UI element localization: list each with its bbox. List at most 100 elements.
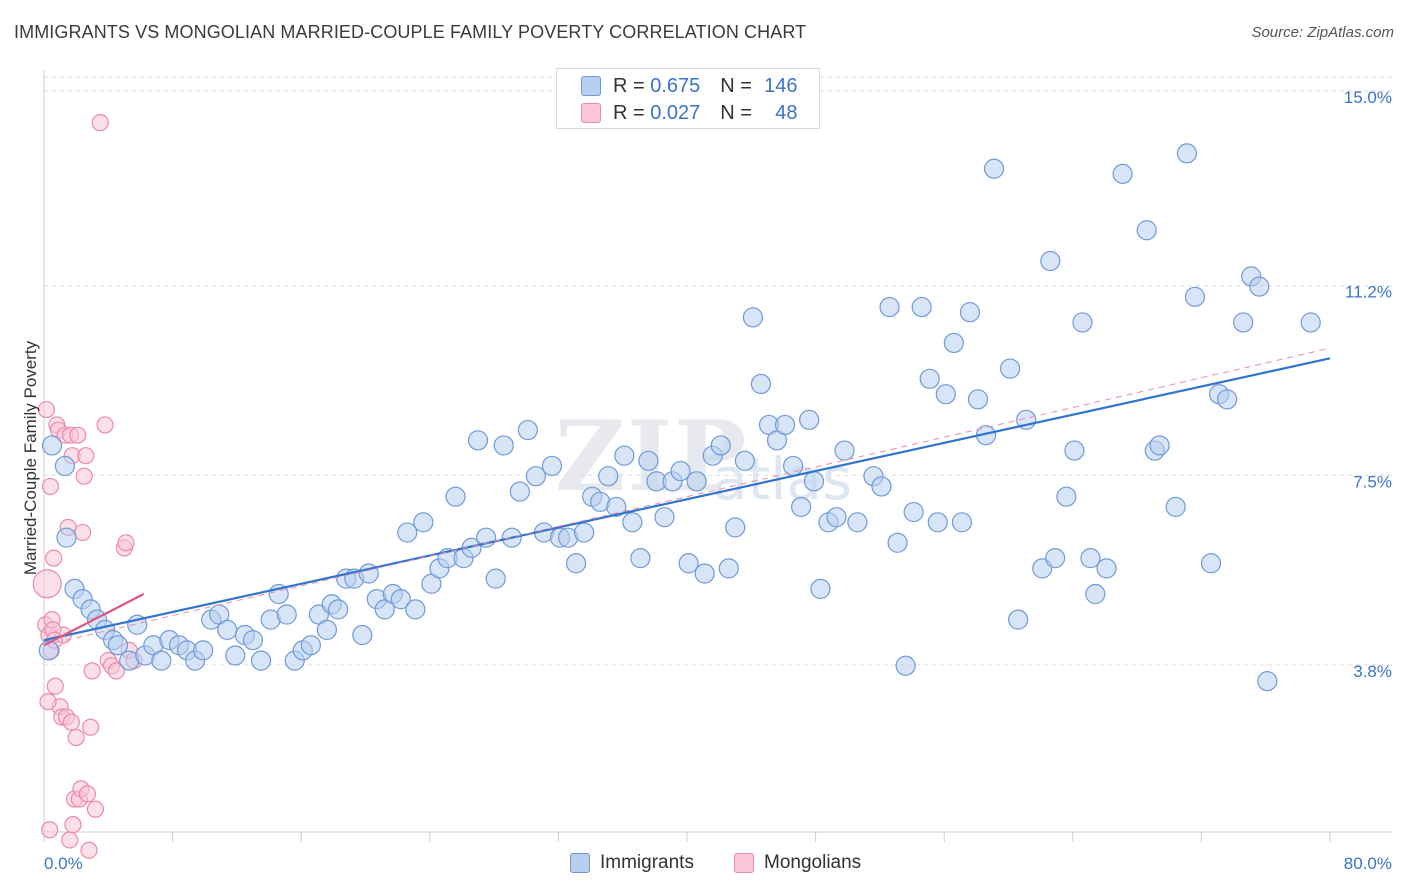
source-credit: Source: ZipAtlas.com (1251, 24, 1394, 41)
immigrants-point (983, 158, 1005, 179)
immigrants-point (810, 578, 831, 600)
mongolians-swatch (581, 103, 601, 123)
mongolians-point (32, 569, 62, 599)
immigrants-swatch (581, 76, 601, 96)
n-label: N = (720, 101, 752, 124)
immigrants-point (390, 589, 411, 610)
immigrants-point (467, 430, 489, 451)
mongolians-point (117, 534, 135, 552)
immigrants-point (694, 563, 715, 584)
immigrants-point (951, 512, 972, 533)
immigrants-point (927, 512, 948, 533)
immigrants-point (151, 650, 172, 671)
mongolians-n-value: 48 (775, 101, 798, 124)
immigrants-point (541, 455, 563, 477)
mongolians-legend-swatch (734, 853, 754, 873)
immigrants-point (1249, 276, 1270, 297)
mongolians-point (45, 549, 63, 567)
immigrants-point (41, 435, 63, 456)
immigrants-point (670, 460, 691, 482)
y-tick-label: 7.5% (1353, 472, 1392, 491)
immigrants-point (782, 455, 804, 477)
immigrants-point (1045, 548, 1066, 569)
immigrants-point (1056, 486, 1077, 507)
immigrants-point (686, 471, 707, 492)
immigrants-point (413, 512, 434, 533)
mongolians-point (61, 831, 79, 849)
correlation-legend: R = 0.675 N = 146 R = 0.027 N = 48 (556, 68, 820, 129)
legend-row-immigrants: R = 0.675 N = 146 (581, 73, 798, 99)
immigrants-point (445, 486, 466, 507)
mongolians-point (86, 800, 105, 818)
immigrants-point (1064, 440, 1085, 461)
immigrants-point (678, 553, 699, 574)
immigrants-point (276, 604, 297, 625)
immigrants-point (517, 419, 538, 441)
trend-lines (43, 347, 1331, 647)
immigrants-point (225, 645, 246, 666)
mongolians-point (41, 477, 60, 496)
immigrants-point (574, 522, 595, 543)
immigrants-r-value: 0.675 (650, 74, 701, 97)
immigrants-point (959, 302, 981, 323)
immigrants-point (1233, 312, 1254, 333)
immigrants-point (328, 599, 349, 620)
mongolians-point (78, 785, 97, 803)
immigrants-point (654, 507, 675, 528)
immigrants-point (1300, 312, 1321, 333)
immigrants-point (1184, 286, 1206, 307)
mongolians-trend-extension (43, 347, 1331, 646)
immigrants-point (1000, 358, 1021, 379)
immigrants-point (750, 373, 772, 395)
mongolians-point (73, 523, 92, 542)
mongolians-point (46, 677, 64, 695)
mongolians-point (77, 447, 95, 465)
legend-row-mongolians: R = 0.027 N = 48 (581, 100, 798, 126)
mongolians-trend-line (43, 593, 145, 647)
mongolians-point (64, 816, 82, 834)
immigrants-point (493, 435, 514, 456)
immigrants-point (485, 568, 506, 589)
immigrants-point (242, 630, 264, 651)
mongolians-point (82, 718, 100, 736)
immigrants-point (56, 527, 77, 548)
immigrants-point (1176, 143, 1198, 164)
immigrants-point (352, 624, 373, 646)
immigrants-point (895, 655, 916, 676)
immigrants-point (935, 384, 956, 405)
immigrants-points (38, 143, 1321, 692)
immigrants-point (774, 414, 796, 436)
immigrants-point (1257, 671, 1278, 692)
immigrants-point (316, 619, 338, 640)
bottom-legend-immigrants[interactable]: Immigrants (570, 852, 694, 874)
immigrants-point (598, 466, 619, 487)
immigrants-point (54, 455, 75, 477)
immigrants-point (967, 389, 989, 410)
immigrants-point (903, 501, 924, 523)
immigrants-point (606, 496, 627, 518)
mongolians-point (80, 841, 98, 859)
y-tick-label: 3.8% (1353, 662, 1392, 681)
immigrants-point (622, 512, 643, 533)
immigrants-point (799, 409, 820, 430)
immigrants-point (1136, 220, 1157, 241)
immigrants-point (943, 332, 964, 354)
immigrants-point (405, 599, 426, 620)
immigrants-n-value: 146 (764, 74, 798, 97)
immigrants-point (1112, 163, 1133, 184)
immigrants-point (1072, 312, 1093, 333)
immigrants-point (1096, 558, 1117, 579)
bottom-legend-mongolians[interactable]: Mongolians (734, 852, 861, 874)
chart-title: IMMIGRANTS VS MONGOLIAN MARRIED-COUPLE F… (14, 22, 807, 42)
immigrants-point (1165, 496, 1186, 518)
immigrants-point (509, 481, 530, 502)
immigrants-point (911, 296, 932, 318)
immigrants-point (919, 368, 940, 389)
immigrants-point (879, 296, 900, 318)
mongolians-legend-label: Mongolians (764, 852, 862, 873)
mongolians-point (41, 821, 59, 839)
mongolians-point (69, 426, 87, 444)
immigrants-point (1085, 583, 1106, 605)
immigrants-point (1040, 250, 1061, 272)
